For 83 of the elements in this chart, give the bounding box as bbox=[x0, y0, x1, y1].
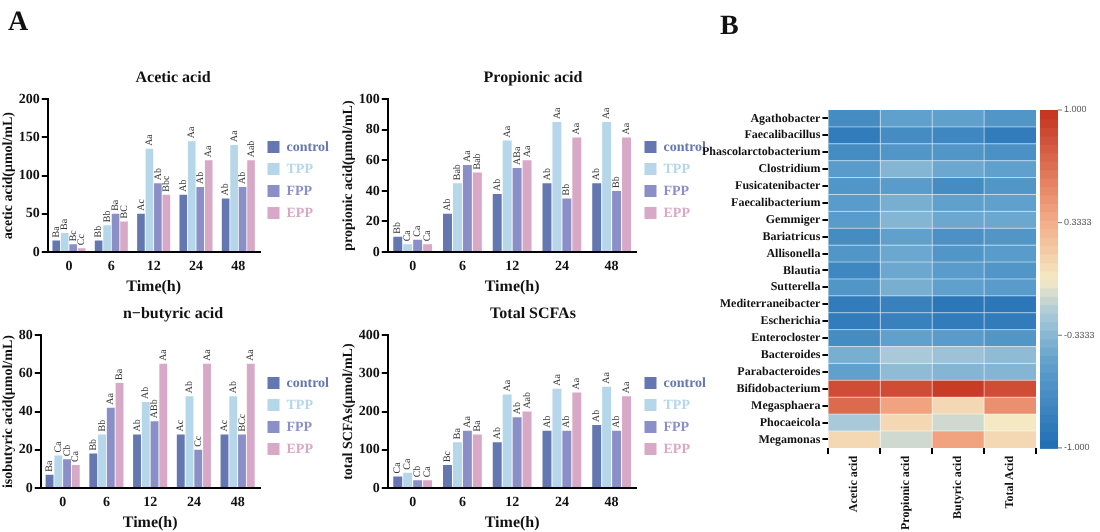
chart-title: Propionic acid bbox=[483, 67, 584, 86]
bar bbox=[203, 363, 211, 487]
bar bbox=[111, 213, 120, 251]
bar bbox=[403, 472, 413, 487]
text: B bbox=[720, 12, 739, 44]
bar bbox=[552, 122, 562, 251]
bar bbox=[472, 434, 482, 487]
bar bbox=[154, 183, 162, 251]
bar bbox=[194, 449, 203, 487]
bar bbox=[176, 434, 185, 487]
bar bbox=[69, 244, 78, 251]
bar bbox=[452, 183, 462, 251]
bar bbox=[238, 434, 246, 487]
bar bbox=[462, 430, 472, 487]
x-axis-title: Time(h) bbox=[122, 512, 179, 531]
bar bbox=[542, 183, 552, 251]
bar bbox=[443, 213, 452, 251]
bar bbox=[63, 459, 71, 487]
bar bbox=[221, 198, 230, 251]
bar bbox=[413, 480, 423, 487]
bar bbox=[393, 236, 403, 251]
bar bbox=[54, 455, 63, 487]
bar bbox=[137, 213, 145, 251]
bar bbox=[612, 430, 622, 487]
bar bbox=[204, 160, 213, 251]
bar bbox=[602, 386, 612, 487]
text: A bbox=[8, 8, 29, 40]
x-axis-title: Time(h) bbox=[484, 512, 541, 531]
bar bbox=[542, 430, 552, 487]
bar bbox=[602, 122, 612, 251]
bar bbox=[247, 160, 255, 251]
bar bbox=[159, 363, 168, 487]
bar bbox=[196, 187, 205, 251]
bar bbox=[492, 442, 502, 487]
bar bbox=[187, 141, 196, 251]
bar bbox=[492, 193, 502, 251]
bar bbox=[229, 396, 238, 487]
bar bbox=[452, 442, 462, 487]
bar bbox=[502, 140, 512, 251]
bar bbox=[103, 225, 111, 251]
bar bbox=[423, 480, 433, 487]
chart-title: Total SCFAs bbox=[490, 303, 576, 322]
bar bbox=[238, 187, 247, 251]
bar bbox=[413, 239, 423, 251]
bar bbox=[89, 453, 98, 487]
bar bbox=[443, 465, 452, 487]
bar bbox=[572, 137, 582, 251]
bar bbox=[522, 160, 532, 251]
chart-title: Acetic acid bbox=[135, 67, 212, 86]
bar bbox=[502, 394, 512, 487]
bar bbox=[60, 232, 69, 251]
bar bbox=[106, 407, 115, 487]
bar bbox=[512, 417, 522, 487]
bar bbox=[230, 145, 238, 251]
x-axis-title: Time(h) bbox=[484, 276, 541, 295]
bar bbox=[145, 148, 154, 251]
bar bbox=[592, 424, 602, 487]
bar bbox=[141, 402, 150, 487]
bar bbox=[120, 221, 128, 251]
bar bbox=[179, 194, 188, 251]
bar bbox=[246, 363, 255, 487]
bar bbox=[552, 388, 562, 487]
x-axis-title: Time(h) bbox=[126, 276, 182, 295]
bar bbox=[403, 244, 413, 251]
bar bbox=[612, 190, 622, 251]
chart-title: n−butyric acid bbox=[122, 303, 225, 322]
bar bbox=[423, 244, 433, 251]
bar bbox=[622, 396, 632, 487]
bar bbox=[133, 434, 141, 487]
bar bbox=[592, 183, 602, 251]
bar bbox=[562, 430, 572, 487]
bar bbox=[472, 172, 482, 251]
bar bbox=[522, 411, 532, 487]
bar bbox=[512, 167, 522, 251]
bar bbox=[572, 392, 582, 487]
bar bbox=[52, 240, 61, 251]
bar bbox=[462, 164, 472, 251]
bar bbox=[622, 137, 632, 251]
bar bbox=[562, 198, 572, 251]
bar bbox=[98, 434, 106, 487]
bar bbox=[71, 465, 80, 487]
bar bbox=[162, 194, 171, 251]
bar bbox=[393, 476, 403, 487]
